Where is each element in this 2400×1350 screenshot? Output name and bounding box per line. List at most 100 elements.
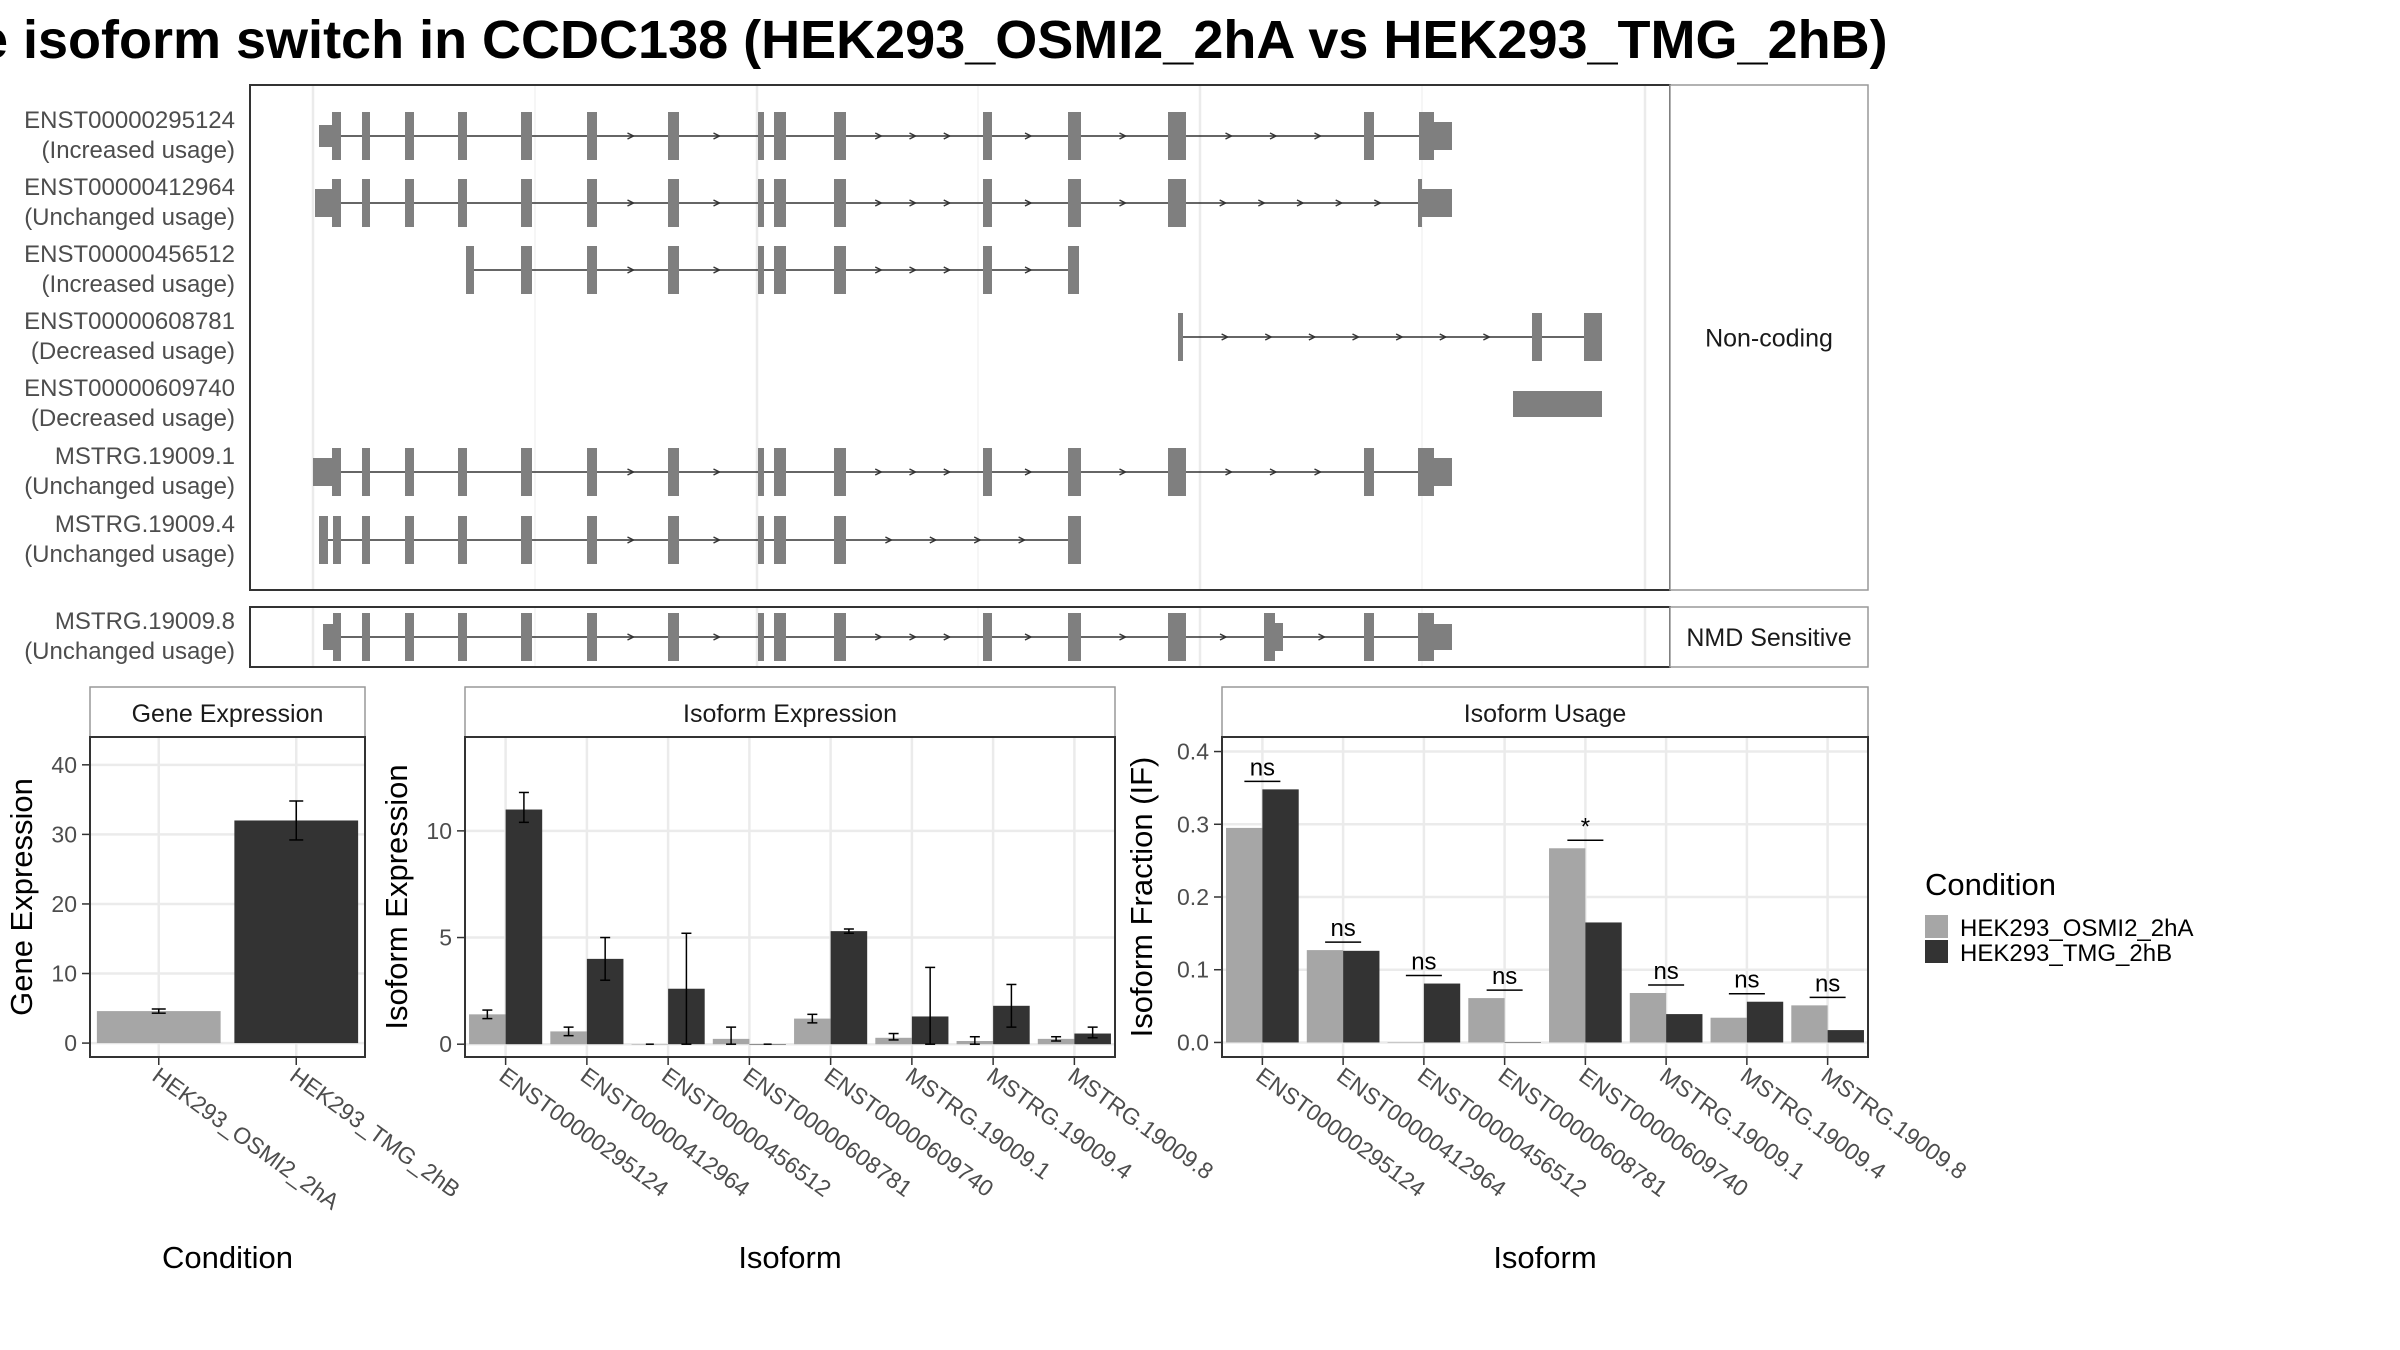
isoform-id-label: ENST00000608781 (24, 308, 235, 335)
exon-block (1068, 246, 1079, 294)
intron-arrow (713, 266, 722, 274)
intron-arrow (713, 633, 722, 641)
intron-arrow (1296, 199, 1305, 207)
exon-block (521, 516, 532, 564)
exon-block (458, 112, 467, 160)
y-tick-label: 0.2 (1177, 884, 1209, 910)
isoform-structure-plot: ENST00000295124(Increased usage)ENST0000… (24, 84, 1869, 668)
exon-block (668, 516, 679, 564)
significance-label: ns (1653, 958, 1678, 985)
exon-block (1364, 613, 1374, 661)
exon-block (1418, 613, 1434, 661)
exon-block (668, 246, 679, 294)
intron-arrow (1119, 199, 1128, 207)
exon-block (405, 112, 414, 160)
isoform-id-label: ENST00000456512 (24, 241, 235, 268)
isoform-usage-label: (Unchanged usage) (24, 638, 235, 665)
exon-block (362, 613, 370, 661)
intron-arrow (713, 468, 722, 476)
intron-arrow (1119, 633, 1128, 641)
exon-block (466, 246, 474, 294)
intron-arrow (1264, 333, 1273, 341)
intron-arrow (627, 132, 636, 140)
figure-title: The isoform switch in CCDC138 (HEK293_OS… (0, 10, 1888, 70)
intron-arrow (943, 633, 952, 641)
bar (1710, 1017, 1747, 1043)
bar (1226, 827, 1263, 1043)
exon-block (313, 458, 332, 486)
exon-block (1068, 516, 1081, 564)
isoform-track: MSTRG.19009.4 (Unchanged usage) (24, 511, 1081, 568)
isoform-usage-label: (Decreased usage) (31, 338, 235, 365)
bar (1306, 950, 1344, 1043)
exon-block (758, 448, 764, 496)
exon-block (587, 613, 597, 661)
exon-block (1418, 448, 1434, 496)
isoform-usage-label: (Increased usage) (42, 271, 235, 298)
y-tick-label: 0.0 (1177, 1029, 1209, 1055)
category-strip (1669, 606, 1869, 668)
isoform-id-label: ENST00000609740 (24, 375, 235, 402)
intron-arrow (1318, 633, 1327, 641)
intron-arrow (909, 468, 918, 476)
exon-block (521, 112, 532, 160)
y-tick-label: 20 (51, 891, 77, 917)
intron-arrow (1314, 132, 1323, 140)
x-axis-title: Isoform (738, 1240, 841, 1275)
exon-block (521, 613, 532, 661)
intron-arrow (1219, 633, 1228, 641)
exon-block (774, 516, 786, 564)
significance-label: * (1581, 813, 1590, 840)
exon-block (458, 613, 467, 661)
intron-arrow (713, 536, 722, 544)
isoform-usage-label: (Increased usage) (42, 137, 235, 164)
intron-arrow (1269, 132, 1278, 140)
exon-block (1168, 112, 1186, 160)
bar (1074, 1033, 1111, 1045)
exon-block (315, 189, 332, 217)
y-axis-title: Isoform Expression (379, 764, 414, 1029)
y-tick-label: 0.1 (1177, 957, 1209, 983)
isoform-id-label: MSTRG.19009.8 (55, 608, 235, 635)
exon-block (668, 112, 679, 160)
exon-block (983, 613, 992, 661)
isoform-track: MSTRG.19009.8 (Unchanged usage) (24, 608, 1452, 665)
isoform-track: MSTRG.19009.1 (Unchanged usage) (24, 443, 1452, 500)
intron-arrow (1024, 132, 1033, 140)
intron-arrow (1225, 468, 1234, 476)
exon-block (1068, 112, 1081, 160)
intron-arrow (1269, 468, 1278, 476)
intron-arrow (943, 468, 952, 476)
intron-arrow (909, 266, 918, 274)
significance-label: ns (1734, 967, 1759, 994)
intron-arrow (885, 536, 893, 544)
exon-block (333, 516, 341, 564)
exon-block (333, 613, 341, 661)
isoform-id-label: ENST00000295124 (24, 107, 235, 134)
exon-block (405, 613, 414, 661)
expression-panels: Gene Expression010203040HEK293_OSMI2_2hA… (4, 686, 1972, 1275)
legend-label-tmg: HEK293_TMG_2hB (1960, 940, 2172, 967)
y-tick-label: 5 (439, 925, 452, 951)
exon-block (521, 179, 532, 227)
y-axis-title: Gene Expression (4, 778, 39, 1016)
exon-block (405, 179, 414, 227)
exon-block (668, 613, 679, 661)
exon-block (1168, 613, 1186, 661)
isoform-usage-label: (Unchanged usage) (24, 541, 235, 568)
exon-block (758, 179, 764, 227)
panel-strip (1221, 686, 1869, 738)
exon-block (774, 112, 786, 160)
bar (234, 820, 359, 1044)
bar (830, 931, 868, 1045)
bar (1791, 1005, 1828, 1043)
exon-block (1419, 112, 1434, 160)
exon-block (834, 516, 846, 564)
y-axis-title: Isoform Fraction (IF) (1124, 757, 1159, 1038)
isoform-usage-label: (Decreased usage) (31, 405, 235, 432)
isoform-id-label: MSTRG.19009.4 (55, 511, 235, 538)
isoform-track: ENST00000295124 (Increased usage) (24, 107, 1452, 164)
intron-arrow (1314, 468, 1323, 476)
x-tick-label: MSTRG.19009.8 (1063, 1062, 1218, 1184)
exon-block (319, 516, 328, 564)
